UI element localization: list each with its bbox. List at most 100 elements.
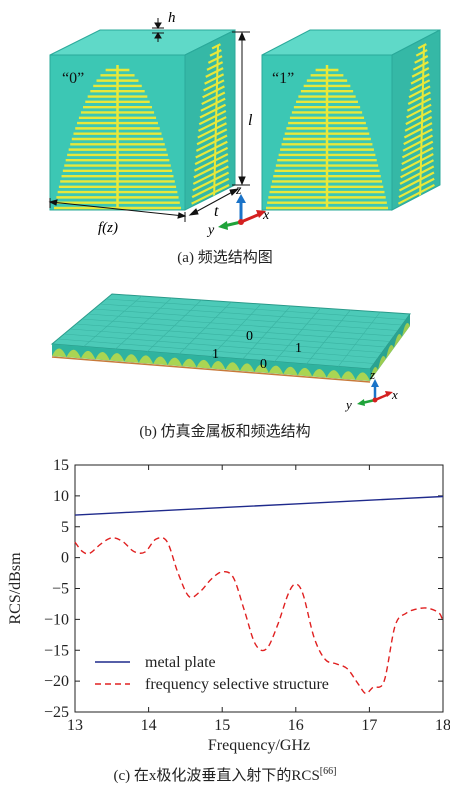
axis-z-label-b: z [369,367,375,382]
fss-stripe [399,165,435,185]
fss-stripe [409,79,431,92]
y-tick-label: 15 [53,457,69,474]
fss-stripe [406,103,432,119]
fss-stripe [407,91,431,105]
fss-stripe [412,61,429,71]
label-cell-0: “0” [62,70,84,87]
cube-cell-1 [261,29,441,211]
x-tick-label: 18 [435,717,450,734]
axis-y-label-b: y [344,397,352,412]
y-tick-label: −25 [44,704,69,721]
y-tick-label: −20 [44,673,69,690]
axis-x-label-b: x [391,387,398,402]
legend-label: metal plate [145,654,216,671]
fss-stripe [404,116,433,132]
fss-stripe [403,128,433,146]
fss-stripe [401,146,434,166]
x-tick-label: 14 [141,717,157,734]
label-h: h [168,10,176,26]
fss-stripe [200,97,226,112]
label-fz: f(z) [98,220,118,236]
caption-c-ref: [66] [319,766,337,777]
fss-stripe [202,85,225,99]
y-tick-label: 10 [53,488,69,505]
y-tick-label: 0 [61,550,69,567]
x-tick-label: 13 [67,717,83,734]
fss-stripe [192,165,229,185]
fss-stripe [403,122,433,139]
dimension-l [232,31,250,186]
x-tick-label: 16 [288,717,304,734]
caption-c-text: (c) 在x极化波垂直入射下的RCS [113,768,320,784]
fss-stripe [417,43,427,50]
x-axis-label: Frequency/GHz [208,737,310,754]
fss-stripe [206,61,224,71]
fss-stripe [414,54,429,64]
fss-stripe [196,128,228,146]
fss-stripe [397,183,435,205]
fss-stripe [201,91,226,106]
x-tick-label: 15 [214,717,230,734]
label-l: l [248,112,253,129]
series-frequency-selective-structure [74,536,444,695]
fss-stripe [199,103,227,119]
fss-stripe [211,43,221,50]
fss-stripe [191,183,230,205]
fss-stripe [198,116,227,132]
x-tick-label: 17 [361,717,377,734]
code-label-right: 1 [295,341,302,356]
fss-stripe [408,85,431,99]
fss-stripe [195,140,228,159]
caption-c: (c) 在x极化波垂直入射下的RCS[66] [0,764,450,785]
fss-stripe [405,109,432,126]
code-label-left: 1 [212,347,219,362]
fss-stripe [398,171,435,192]
cube-cell-0 [49,29,236,211]
fss-stripe [191,177,230,199]
figure-a-frequency-selective-cells: h l t f(z) “0” “1” z x y [48,10,441,238]
fss-stripe [192,171,230,192]
y-axis-label: RCS/dBsm [7,552,24,625]
label-cell-1: “1” [272,70,294,87]
y-tick-label: −10 [44,611,69,628]
fss-stripe [194,146,229,166]
caption-b: (b) 仿真金属板和频选结构 [139,424,311,440]
fss-stripe [203,79,225,92]
axes-triad-b [357,379,393,406]
axis-z-label-a: z [235,183,242,198]
label-t: t [214,203,219,220]
fss-stripe [193,153,229,172]
fss-stripe [205,67,224,78]
fss-stripe [204,73,225,85]
fss-stripe [209,49,222,57]
dimension-t [188,188,240,216]
fss-stripe [400,159,435,179]
caption-a: (a) 频选结构图 [177,250,273,266]
plate-grid [57,295,407,367]
code-label-top: 0 [246,329,253,344]
fss-stripe [398,177,435,199]
fss-stripe [415,49,428,57]
fss-stripe [193,159,229,179]
series-metal-plate [74,495,444,516]
figure-b-simulated-metal-plate: 0 1 1 0 z x y [50,293,411,412]
dimension-fz [48,198,187,222]
code-label-bottom: 0 [260,357,267,372]
rcs-chart: 13 14 15 16 17 18 15 10 5 0 −5 −10 −15 −20 −25 Frequenc… [7,457,450,754]
fss-stripe [411,67,430,78]
y-tick-label: 5 [61,519,69,536]
y-tick-label: −15 [44,642,69,659]
fss-stripe [402,134,434,152]
fss-stripe [207,55,223,64]
axis-y-label-a: y [206,223,215,238]
plot-frame [74,464,444,713]
fss-stripe [406,97,432,112]
y-tick-label: −5 [52,581,69,598]
fss-stripe [197,122,227,139]
axes-triad-a [218,194,266,230]
dimension-h [152,18,164,42]
fss-stripe [401,140,434,159]
fss-stripe [198,109,227,126]
fss-stripe [195,134,228,152]
legend-label: frequency selective structure [145,676,329,693]
